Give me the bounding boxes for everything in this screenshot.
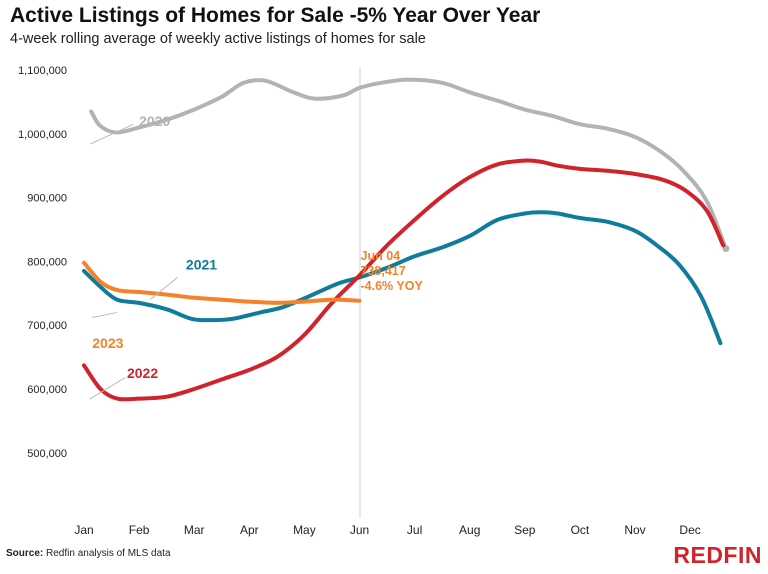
y-tick-label: 1,000,000 bbox=[18, 129, 67, 141]
y-tick-label: 900,000 bbox=[27, 193, 67, 205]
series-leader-2023 bbox=[92, 311, 118, 319]
x-tick-label: Apr bbox=[240, 523, 259, 537]
source-note: Source: Redfin analysis of MLS data bbox=[6, 548, 171, 559]
source-label: Source: bbox=[6, 548, 44, 559]
y-tick-label: 800,000 bbox=[27, 256, 67, 268]
series-label-2020: 2020 bbox=[139, 113, 170, 129]
x-axis: Jan Feb Mar Apr May Jun Jul Aug Sep Oct Nov Dec bbox=[74, 523, 700, 537]
series-leader-2021 bbox=[149, 276, 178, 301]
series-leader-2020 bbox=[90, 123, 134, 145]
x-tick-label: Mar bbox=[184, 523, 205, 537]
x-tick-label: Aug bbox=[459, 523, 480, 537]
x-tick-label: Oct bbox=[571, 523, 590, 537]
y-axis: 500,000 600,000 700,000 800,000 900,000 1,000… bbox=[18, 65, 67, 460]
y-tick-label: 500,000 bbox=[27, 448, 67, 460]
series-leader-2022 bbox=[89, 377, 126, 400]
annotation-line-2: 738,417 bbox=[361, 264, 406, 278]
y-tick-label: 1,100,000 bbox=[18, 65, 67, 77]
series-line-2020 bbox=[89, 77, 728, 251]
chart-series bbox=[82, 68, 730, 518]
redfin-logo: REDFIN bbox=[673, 542, 762, 568]
annotation-line-3: -4.6% YOY bbox=[361, 279, 424, 293]
series-line-2023 bbox=[82, 260, 362, 305]
x-tick-label: Dec bbox=[679, 523, 700, 537]
chart-title: Active Listings of Homes for Sale -5% Ye… bbox=[10, 4, 541, 27]
source-text: Redfin analysis of MLS data bbox=[43, 548, 171, 559]
x-tick-label: Jul bbox=[407, 523, 422, 537]
x-tick-label: May bbox=[293, 523, 316, 537]
x-tick-label: Feb bbox=[129, 523, 150, 537]
series-label-2022: 2022 bbox=[127, 365, 158, 381]
series-label-2021: 2021 bbox=[186, 257, 217, 273]
annotation-line-1: Jun 04 bbox=[361, 249, 401, 263]
x-tick-label: Jan bbox=[74, 523, 93, 537]
series-line-2021 bbox=[82, 210, 723, 346]
series-label-2023: 2023 bbox=[92, 335, 123, 351]
chart-subtitle: 4-week rolling average of weekly active … bbox=[10, 31, 426, 47]
x-tick-label: Nov bbox=[624, 523, 645, 537]
x-tick-label: Jun bbox=[350, 523, 369, 537]
series-line-2022 bbox=[82, 158, 726, 402]
y-tick-label: 700,000 bbox=[27, 320, 67, 332]
x-tick-label: Sep bbox=[514, 523, 536, 537]
y-tick-label: 600,000 bbox=[27, 384, 67, 396]
